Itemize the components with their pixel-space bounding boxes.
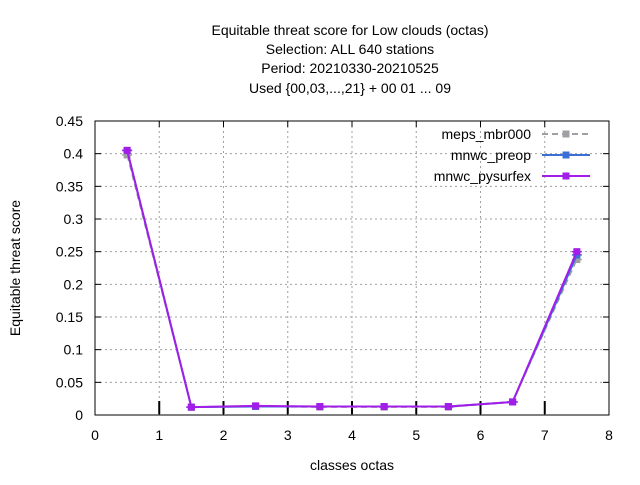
y-tick-label: 0.3: [64, 211, 84, 227]
grid: [95, 121, 609, 415]
series-line-mnwc_pysurfex: [126, 150, 578, 409]
chart-title: Equitable threat score for Low clouds (o…: [211, 22, 488, 96]
y-tick-label: 0.15: [56, 309, 83, 325]
legend-label-meps_mbr000: meps_mbr000: [442, 126, 532, 142]
title-line-1: Equitable threat score for Low clouds (o…: [211, 22, 488, 38]
y-axis-label: Equitable threat score: [7, 200, 23, 336]
x-axis-label: classes octas: [310, 457, 394, 473]
y-tick-label: 0.05: [56, 374, 83, 390]
y-tick-label: 0.1: [64, 342, 84, 358]
y-tick-label: 0.4: [64, 146, 84, 162]
legend-marker-mnwc_pysurfex: [562, 172, 570, 180]
x-tick-label: 7: [541, 427, 549, 443]
title-line-2: Selection: ALL 640 stations: [266, 41, 434, 57]
series-line-mnwc_preop: [126, 150, 578, 409]
y-tick-label: 0.25: [56, 244, 83, 260]
title-line-3: Period: 20210330-20210525: [261, 60, 439, 76]
x-tick-label: 5: [412, 427, 420, 443]
legend-label-mnwc_preop: mnwc_preop: [451, 147, 531, 163]
x-tick-label: 8: [605, 427, 613, 443]
axis-ticks: 0 1 2 3 4 5 6 7 8 0 0.05 0.1 0.15 0.2 0.25 0.3 0.35 0.4 0.…: [56, 113, 613, 443]
title-line-4: Used {00,03,...,21} + 00 01 ... 09: [249, 80, 451, 96]
x-tick-label: 1: [155, 427, 163, 443]
x-tick-label: 2: [220, 427, 228, 443]
legend: meps_mbr000 mnwc_preop mnwc_pysurfex: [434, 126, 590, 184]
legend-marker-mnwc_preop: [562, 151, 570, 159]
legend-label-mnwc_pysurfex: mnwc_pysurfex: [434, 168, 531, 184]
y-tick-label: 0.2: [64, 276, 84, 292]
series-lines: [122, 146, 582, 411]
x-tick-label: 4: [348, 427, 356, 443]
y-tick-label: 0.45: [56, 113, 83, 129]
x-tick-label: 6: [477, 427, 485, 443]
y-tick-label: 0: [75, 407, 83, 423]
x-tick-label: 0: [91, 427, 99, 443]
y-tick-label: 0.35: [56, 178, 83, 194]
legend-marker-meps_mbr000: [562, 130, 570, 138]
x-tick-label: 3: [284, 427, 292, 443]
